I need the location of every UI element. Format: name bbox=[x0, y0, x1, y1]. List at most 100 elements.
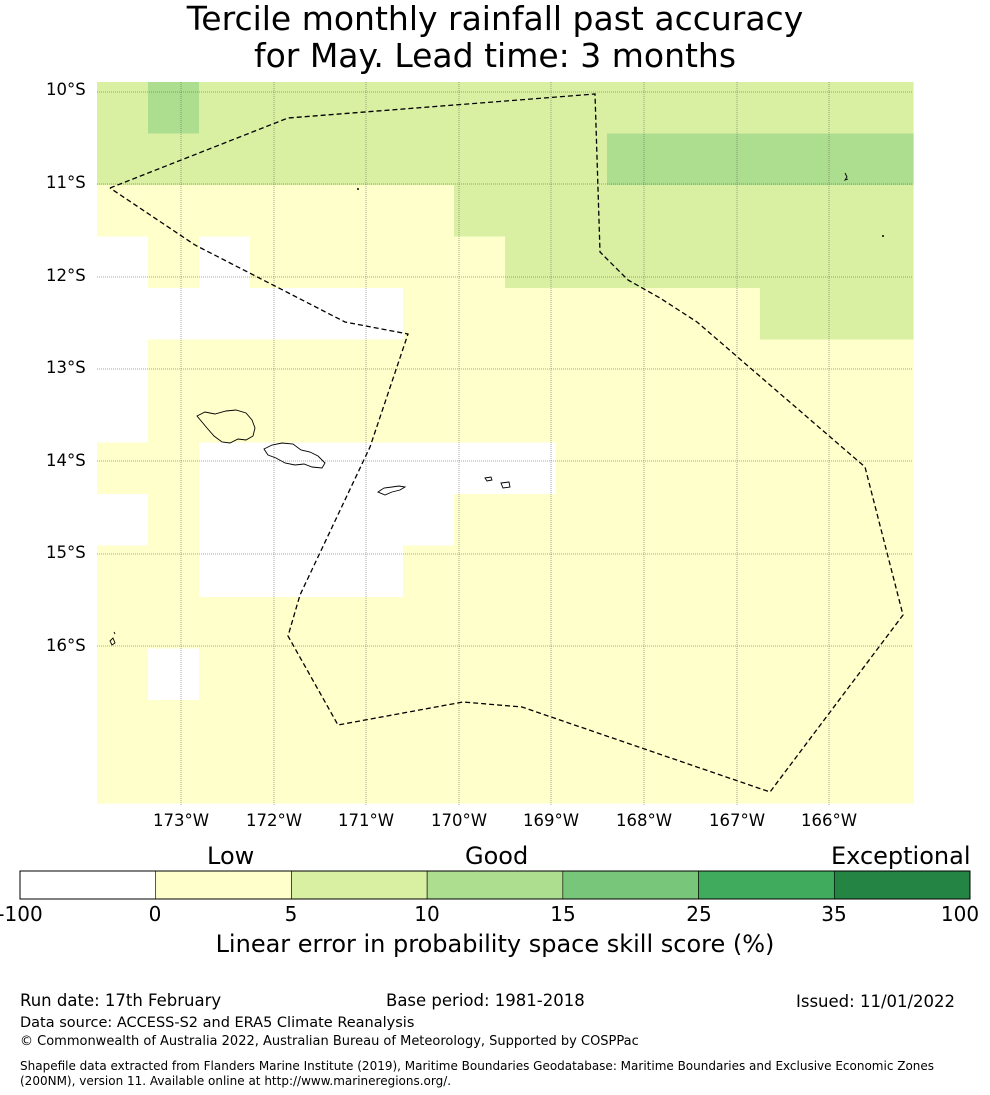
data-source: Data source: ACCESS-S2 and ERA5 Climate … bbox=[20, 1015, 415, 1031]
lat-label-11s: 11°S bbox=[46, 173, 86, 192]
grid-cell bbox=[607, 648, 659, 701]
legend-label-low: Low bbox=[207, 842, 255, 870]
grid-cell bbox=[862, 82, 914, 135]
grid-cell bbox=[811, 236, 863, 289]
grid-cell bbox=[607, 236, 659, 289]
grid-cell bbox=[556, 82, 608, 135]
grid-cell bbox=[403, 597, 455, 650]
lon-label-170w: 170°W bbox=[430, 811, 488, 830]
grid-cell bbox=[505, 133, 557, 186]
colorbar-segment bbox=[155, 870, 292, 900]
grid-cell bbox=[556, 597, 608, 650]
grid-cell bbox=[505, 494, 557, 547]
grid-cell bbox=[709, 494, 761, 547]
lon-label-168w: 168°W bbox=[615, 811, 673, 830]
grid-cell bbox=[709, 442, 761, 495]
grid-cell bbox=[658, 82, 710, 135]
grid-cell bbox=[148, 82, 200, 135]
grid-cell bbox=[199, 700, 251, 753]
grid-cell bbox=[607, 82, 659, 135]
grid-cell bbox=[301, 751, 353, 804]
skill-grid bbox=[97, 82, 914, 804]
grid-cell bbox=[199, 339, 251, 392]
grid-cell bbox=[250, 236, 302, 289]
grid-cell bbox=[148, 700, 200, 753]
grid-cell bbox=[250, 391, 302, 444]
grid-cell bbox=[862, 648, 914, 701]
grid-cell bbox=[403, 236, 455, 289]
grid-cell bbox=[862, 339, 914, 392]
grid-cell bbox=[658, 339, 710, 392]
grid-cell bbox=[811, 185, 863, 238]
colorbar-tick: 5 bbox=[284, 902, 298, 926]
grid-cell bbox=[505, 185, 557, 238]
grid-cell bbox=[352, 545, 404, 598]
grid-cell bbox=[607, 545, 659, 598]
grid-cell bbox=[709, 597, 761, 650]
lat-label-15s: 15°S bbox=[46, 543, 86, 562]
grid-cell bbox=[97, 597, 149, 650]
grid-cell bbox=[658, 391, 710, 444]
atoll-dot bbox=[882, 235, 884, 237]
grid-cell bbox=[352, 442, 404, 495]
grid-cell bbox=[250, 288, 302, 341]
grid-cell bbox=[505, 236, 557, 289]
grid-cell bbox=[760, 597, 812, 650]
grid-cell bbox=[148, 391, 200, 444]
grid-cell bbox=[352, 185, 404, 238]
grid-cell bbox=[250, 545, 302, 598]
tutuila-island bbox=[377, 485, 407, 496]
grid-cell bbox=[862, 391, 914, 444]
grid-cell bbox=[403, 648, 455, 701]
grid-cell bbox=[199, 288, 251, 341]
grid-cell bbox=[556, 545, 608, 598]
grid-cell bbox=[811, 597, 863, 650]
grid-cell bbox=[811, 700, 863, 753]
grid-cell bbox=[454, 288, 506, 341]
grid-cell bbox=[658, 751, 710, 804]
grid-cell bbox=[862, 494, 914, 547]
grid-cell bbox=[556, 391, 608, 444]
grid-cell bbox=[709, 133, 761, 186]
colorbar-segment bbox=[562, 870, 699, 900]
grid-cell bbox=[97, 442, 149, 495]
grid-cell bbox=[454, 597, 506, 650]
grid-cell bbox=[352, 288, 404, 341]
grid-cell bbox=[403, 185, 455, 238]
grid-cell bbox=[556, 751, 608, 804]
colorbar-segment bbox=[833, 870, 971, 900]
grid-cell bbox=[607, 185, 659, 238]
grid-cell bbox=[97, 82, 149, 135]
grid-cell bbox=[97, 494, 149, 547]
colorbar-tick: 35 bbox=[821, 902, 847, 926]
grid-cell bbox=[403, 442, 455, 495]
grid-cell bbox=[556, 236, 608, 289]
grid-cell bbox=[811, 494, 863, 547]
lat-label-12s: 12°S bbox=[46, 266, 86, 285]
copyright: © Commonwealth of Australia 2022, Austra… bbox=[20, 1034, 639, 1049]
grid-cell bbox=[454, 185, 506, 238]
map-area bbox=[97, 82, 914, 805]
grid-cell bbox=[760, 288, 812, 341]
grid-cell bbox=[250, 751, 302, 804]
grid-cell bbox=[454, 442, 506, 495]
grid-cell bbox=[811, 648, 863, 701]
grid-cell bbox=[97, 133, 149, 186]
grid-cell bbox=[97, 648, 149, 701]
grid-cell bbox=[148, 288, 200, 341]
grid-cell bbox=[97, 288, 149, 341]
grid-cell bbox=[760, 339, 812, 392]
grid-cell bbox=[148, 133, 200, 186]
eez-boundary bbox=[109, 93, 904, 793]
grid-cell bbox=[301, 545, 353, 598]
grid-cell bbox=[556, 494, 608, 547]
grid-cell bbox=[505, 700, 557, 753]
grid-cell bbox=[505, 442, 557, 495]
grid-cell bbox=[760, 82, 812, 135]
grid-cell bbox=[97, 391, 149, 444]
grid-cell bbox=[811, 82, 863, 135]
ofu-olosega-island bbox=[484, 476, 493, 482]
grid-cell bbox=[250, 700, 302, 753]
grid-cell bbox=[505, 648, 557, 701]
grid-cell bbox=[454, 339, 506, 392]
